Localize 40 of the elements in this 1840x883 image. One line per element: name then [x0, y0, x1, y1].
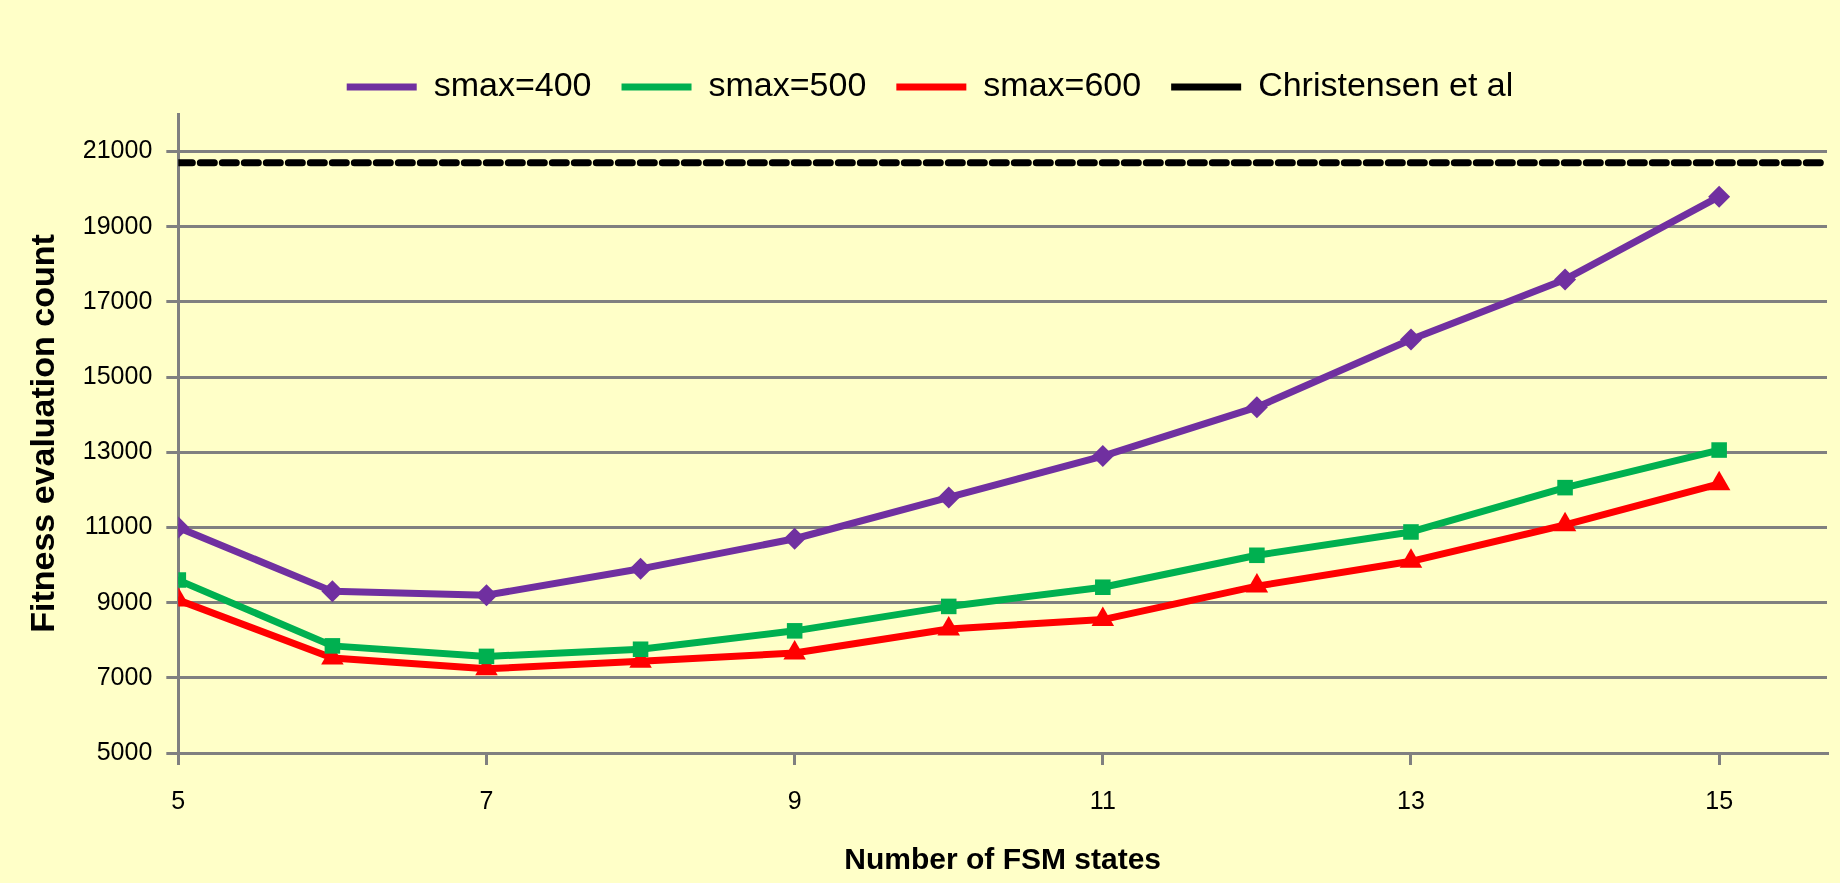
y-tick-label: 9000 [96, 586, 153, 615]
legend-label: Christensen et al [1258, 65, 1514, 104]
x-tick-label: 11 [1089, 785, 1116, 814]
x-tick-label: 13 [1397, 785, 1425, 814]
x-tick-label: 15 [1705, 785, 1734, 814]
x-tick-label: 5 [171, 785, 186, 814]
y-tick-label: 7000 [96, 661, 153, 690]
y-tick-label: 11000 [84, 511, 153, 540]
point [632, 641, 649, 658]
point [1708, 185, 1731, 208]
legend-label: smax=600 [983, 65, 1142, 104]
point [937, 486, 960, 509]
point [324, 638, 341, 654]
point [1557, 479, 1573, 496]
y-tick-label: 13000 [82, 436, 153, 465]
x-axis-title: Number of FSM states [844, 842, 1162, 876]
x-tick-label: 7 [479, 785, 494, 814]
point [478, 648, 495, 665]
point [1245, 396, 1268, 419]
point [1095, 579, 1111, 596]
point [786, 623, 803, 639]
point [629, 557, 652, 580]
point [1249, 547, 1265, 564]
legend-label: smax=500 [708, 65, 867, 104]
y-tick-label: 19000 [82, 210, 153, 239]
point [940, 598, 957, 615]
point [1403, 524, 1419, 540]
point [1711, 442, 1727, 458]
point [475, 584, 498, 607]
y-axis-title: Fitness evaluation count [22, 234, 61, 633]
point [1554, 268, 1577, 291]
y-tick-label: 15000 [82, 361, 153, 390]
point [1399, 328, 1422, 351]
legend-label: smax=400 [433, 65, 592, 104]
point [1091, 445, 1114, 468]
y-tick-label: 5000 [96, 736, 153, 765]
y-tick-label: 17000 [82, 285, 153, 314]
point [783, 527, 806, 550]
y-tick-label: 21000 [82, 135, 153, 164]
x-tick-label: 9 [787, 785, 802, 814]
